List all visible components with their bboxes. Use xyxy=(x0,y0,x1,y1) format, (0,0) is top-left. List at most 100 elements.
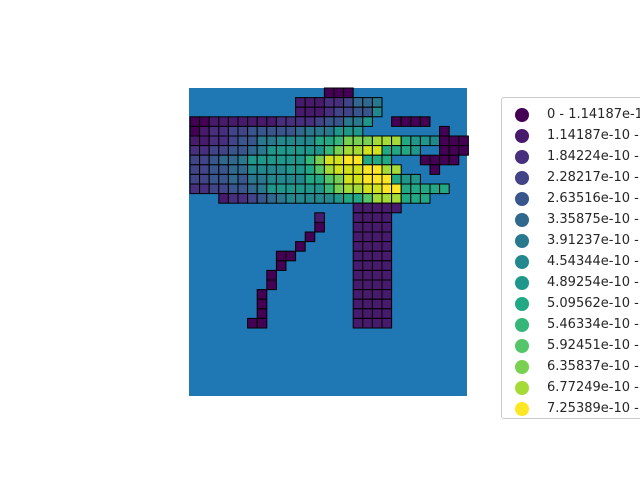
grid-cell xyxy=(256,154,268,166)
grid-cell xyxy=(362,260,373,271)
legend-item: 1.14187e-10 - 1.84224e-10 xyxy=(502,126,640,147)
grid-cell xyxy=(391,183,402,195)
grid-cell xyxy=(381,241,393,252)
grid-cell xyxy=(323,135,335,147)
grid-cell xyxy=(314,135,325,147)
grid-cell xyxy=(189,183,201,195)
grid-cell xyxy=(362,202,373,214)
grid-cell xyxy=(227,154,239,166)
grid-cell xyxy=(266,116,277,127)
legend-marker-icon xyxy=(515,297,529,311)
grid-cell xyxy=(285,250,297,262)
grid-cell xyxy=(247,125,258,137)
grid-cell xyxy=(343,145,354,156)
grid-cell xyxy=(266,164,277,175)
grid-cell xyxy=(362,279,373,291)
grid-cell xyxy=(256,298,268,310)
legend-marker-icon xyxy=(515,213,529,227)
grid-cell xyxy=(371,221,383,233)
grid-cell xyxy=(314,97,325,108)
grid-cell xyxy=(256,164,268,175)
grid-cell xyxy=(371,298,383,310)
grid-cell xyxy=(352,231,364,243)
grid-cell xyxy=(439,145,450,156)
grid-cell xyxy=(400,135,412,147)
grid-cell xyxy=(275,164,287,175)
grid-cell xyxy=(304,164,316,175)
grid-cell xyxy=(199,135,210,147)
grid-cell xyxy=(410,193,421,204)
legend-item: 3.35875e-10 - 3.91237e-10 xyxy=(502,210,640,231)
grid-cell xyxy=(285,116,297,127)
grid-cell xyxy=(391,135,402,147)
grid-cell xyxy=(343,154,354,166)
grid-cell xyxy=(266,173,277,185)
grid-cell xyxy=(199,154,210,166)
legend-label: 1.84224e-10 - 2.28217e-10 xyxy=(547,149,640,164)
grid-cell xyxy=(227,193,239,204)
grid-cell xyxy=(295,154,306,166)
grid-cell xyxy=(400,173,412,185)
grid-cell xyxy=(362,231,373,243)
grid-cell xyxy=(266,145,277,156)
grid-cell xyxy=(343,183,354,195)
legend-marker-icon xyxy=(515,360,529,374)
legend: 0 - 1.14187e-10 1.14187e-10 - 1.84224e-1… xyxy=(501,97,640,419)
grid-cell xyxy=(323,173,335,185)
grid-cell xyxy=(371,97,383,108)
grid-cell xyxy=(352,221,364,233)
grid-cell xyxy=(208,116,220,127)
grid-cell xyxy=(352,250,364,262)
legend-item: 2.63516e-10 - 3.35875e-10 xyxy=(502,189,640,210)
legend-marker-icon xyxy=(515,339,529,353)
grid-cell xyxy=(333,87,345,99)
grid-cell xyxy=(323,183,335,195)
grid-cell xyxy=(352,317,364,329)
grid-cell xyxy=(371,241,383,252)
grid-cell xyxy=(323,87,335,99)
grid-cell xyxy=(247,317,258,329)
grid-cell xyxy=(208,135,220,147)
grid-cell xyxy=(227,116,239,127)
legend-item: 1.84224e-10 - 2.28217e-10 xyxy=(502,147,640,168)
grid-cell xyxy=(227,145,239,156)
grid-cell xyxy=(266,183,277,195)
legend-label: 7.25389e-10 - 7.84310e-10 xyxy=(547,401,640,416)
grid-cell xyxy=(266,269,277,281)
legend-label: 5.92451e-10 - 6.35837e-10 xyxy=(547,338,640,353)
grid-cell xyxy=(295,145,306,156)
grid-cell xyxy=(275,260,287,271)
grid-cell xyxy=(362,317,373,329)
legend-marker-icon xyxy=(515,129,529,143)
grid-cell xyxy=(381,231,393,243)
legend-item: 3.91237e-10 - 4.54344e-10 xyxy=(502,231,640,252)
grid-cell xyxy=(218,154,229,166)
grid-cell xyxy=(343,97,354,108)
grid-cell xyxy=(381,202,393,214)
grid-cell xyxy=(362,145,373,156)
grid-cell xyxy=(410,173,421,185)
grid-cell xyxy=(323,145,335,156)
grid-cell xyxy=(352,125,364,137)
grid-cell xyxy=(304,154,316,166)
grid-cell xyxy=(333,183,345,195)
grid-cell xyxy=(419,135,431,147)
grid-cell xyxy=(256,116,268,127)
grid-cell xyxy=(285,164,297,175)
grid-cell xyxy=(371,145,383,156)
grid-cell xyxy=(304,125,316,137)
grid-cell xyxy=(343,116,354,127)
grid-cell xyxy=(314,221,325,233)
grid-cell xyxy=(218,183,229,195)
grid-cell xyxy=(391,145,402,156)
grid-cell xyxy=(371,279,383,291)
grid-cell xyxy=(352,173,364,185)
grid-cell xyxy=(381,154,393,166)
grid-cell xyxy=(400,183,412,195)
grid-cell xyxy=(227,164,239,175)
grid-cell xyxy=(333,154,345,166)
grid-cell xyxy=(362,164,373,175)
grid-cell xyxy=(391,193,402,204)
grid-cell xyxy=(237,183,249,195)
grid-cell xyxy=(362,154,373,166)
